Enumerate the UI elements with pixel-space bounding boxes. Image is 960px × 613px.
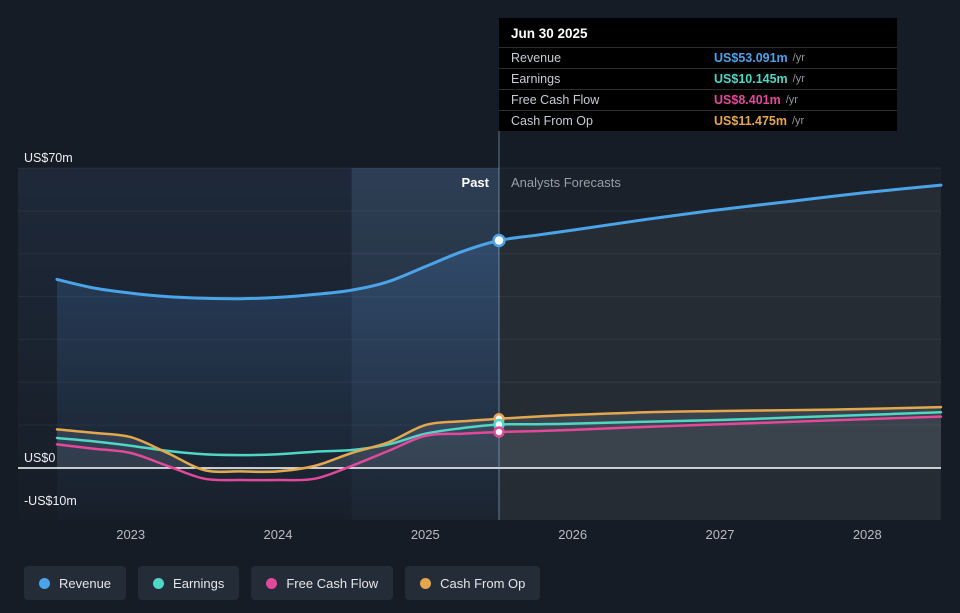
legend: Revenue Earnings Free Cash Flow Cash Fro…	[24, 566, 541, 600]
tooltip-unit: /yr	[792, 52, 805, 64]
tooltip-row-free-cash-flow: Free Cash Flow US$8.401m /yr	[499, 89, 897, 110]
past-label: Past	[461, 175, 489, 190]
legend-item-cash-from-op[interactable]: Cash From Op	[405, 566, 541, 600]
tooltip-label: Cash From Op	[511, 114, 593, 128]
legend-label: Revenue	[59, 575, 112, 591]
tooltip-unit: /yr	[785, 94, 798, 106]
tooltip-row-earnings: Earnings US$10.145m /yr	[499, 68, 897, 89]
tooltip-value: US$53.091m	[714, 51, 788, 65]
x-axis-label: 2028	[852, 527, 882, 542]
revenue-marker	[492, 233, 506, 248]
tooltip-row-revenue: Revenue US$53.091m /yr	[499, 47, 897, 68]
y-axis-label: US$0	[24, 451, 56, 465]
tooltip-label: Revenue	[511, 51, 562, 65]
revenue-dot-icon	[39, 577, 50, 589]
x-axis-label: 2024	[263, 527, 293, 542]
cash-from-op-line	[55, 405, 943, 474]
tooltip-date: Jun 30 2025	[511, 26, 588, 41]
y-axis-label: -US$10m	[24, 493, 77, 508]
tooltip-row-cash-from-op: Cash From Op US$11.475m /yr	[499, 110, 897, 131]
x-axis-label: 2025	[410, 527, 440, 542]
tooltip-unit: /yr	[792, 73, 805, 85]
earnings-dot-icon	[153, 577, 165, 589]
revenue-line	[55, 183, 943, 301]
legend-item-earnings[interactable]: Earnings	[138, 566, 240, 600]
legend-label: Free Cash Flow	[286, 575, 379, 591]
legend-label: Cash From Op	[440, 575, 526, 591]
x-axis-label: 2026	[558, 527, 588, 542]
legend-label: Earnings	[173, 575, 225, 591]
revenue-area-forecast	[499, 185, 941, 520]
x-axis-label: 2027	[705, 527, 735, 542]
tooltip-unit: /yr	[791, 115, 805, 127]
tooltip-value: US$8.401m	[714, 93, 781, 107]
free-cash-flow-marker	[493, 426, 505, 438]
tooltip-label: Earnings	[511, 72, 561, 86]
cash-from-op-dot-icon	[420, 577, 432, 589]
earnings-line	[55, 411, 943, 457]
tooltip-value: US$11.475m	[714, 114, 787, 128]
tooltip-value: US$10.145m	[714, 72, 788, 86]
x-axis-label: 2023	[116, 527, 146, 542]
forecast-label: Analysts Forecasts	[511, 175, 621, 190]
tooltip-label: Free Cash Flow	[511, 93, 600, 107]
hover-tooltip: Jun 30 2025 Revenue US$53.091m /yr Earni…	[499, 18, 897, 131]
y-axis-label: US$70m	[24, 151, 73, 165]
x-axis: 2023 2024 2025 2026 2027 2028	[0, 527, 960, 547]
legend-item-revenue[interactable]: Revenue	[24, 566, 127, 600]
free-cash-flow-dot-icon	[266, 577, 278, 589]
free-cash-flow-line	[55, 415, 943, 482]
legend-item-free-cash-flow[interactable]: Free Cash Flow	[251, 566, 394, 600]
